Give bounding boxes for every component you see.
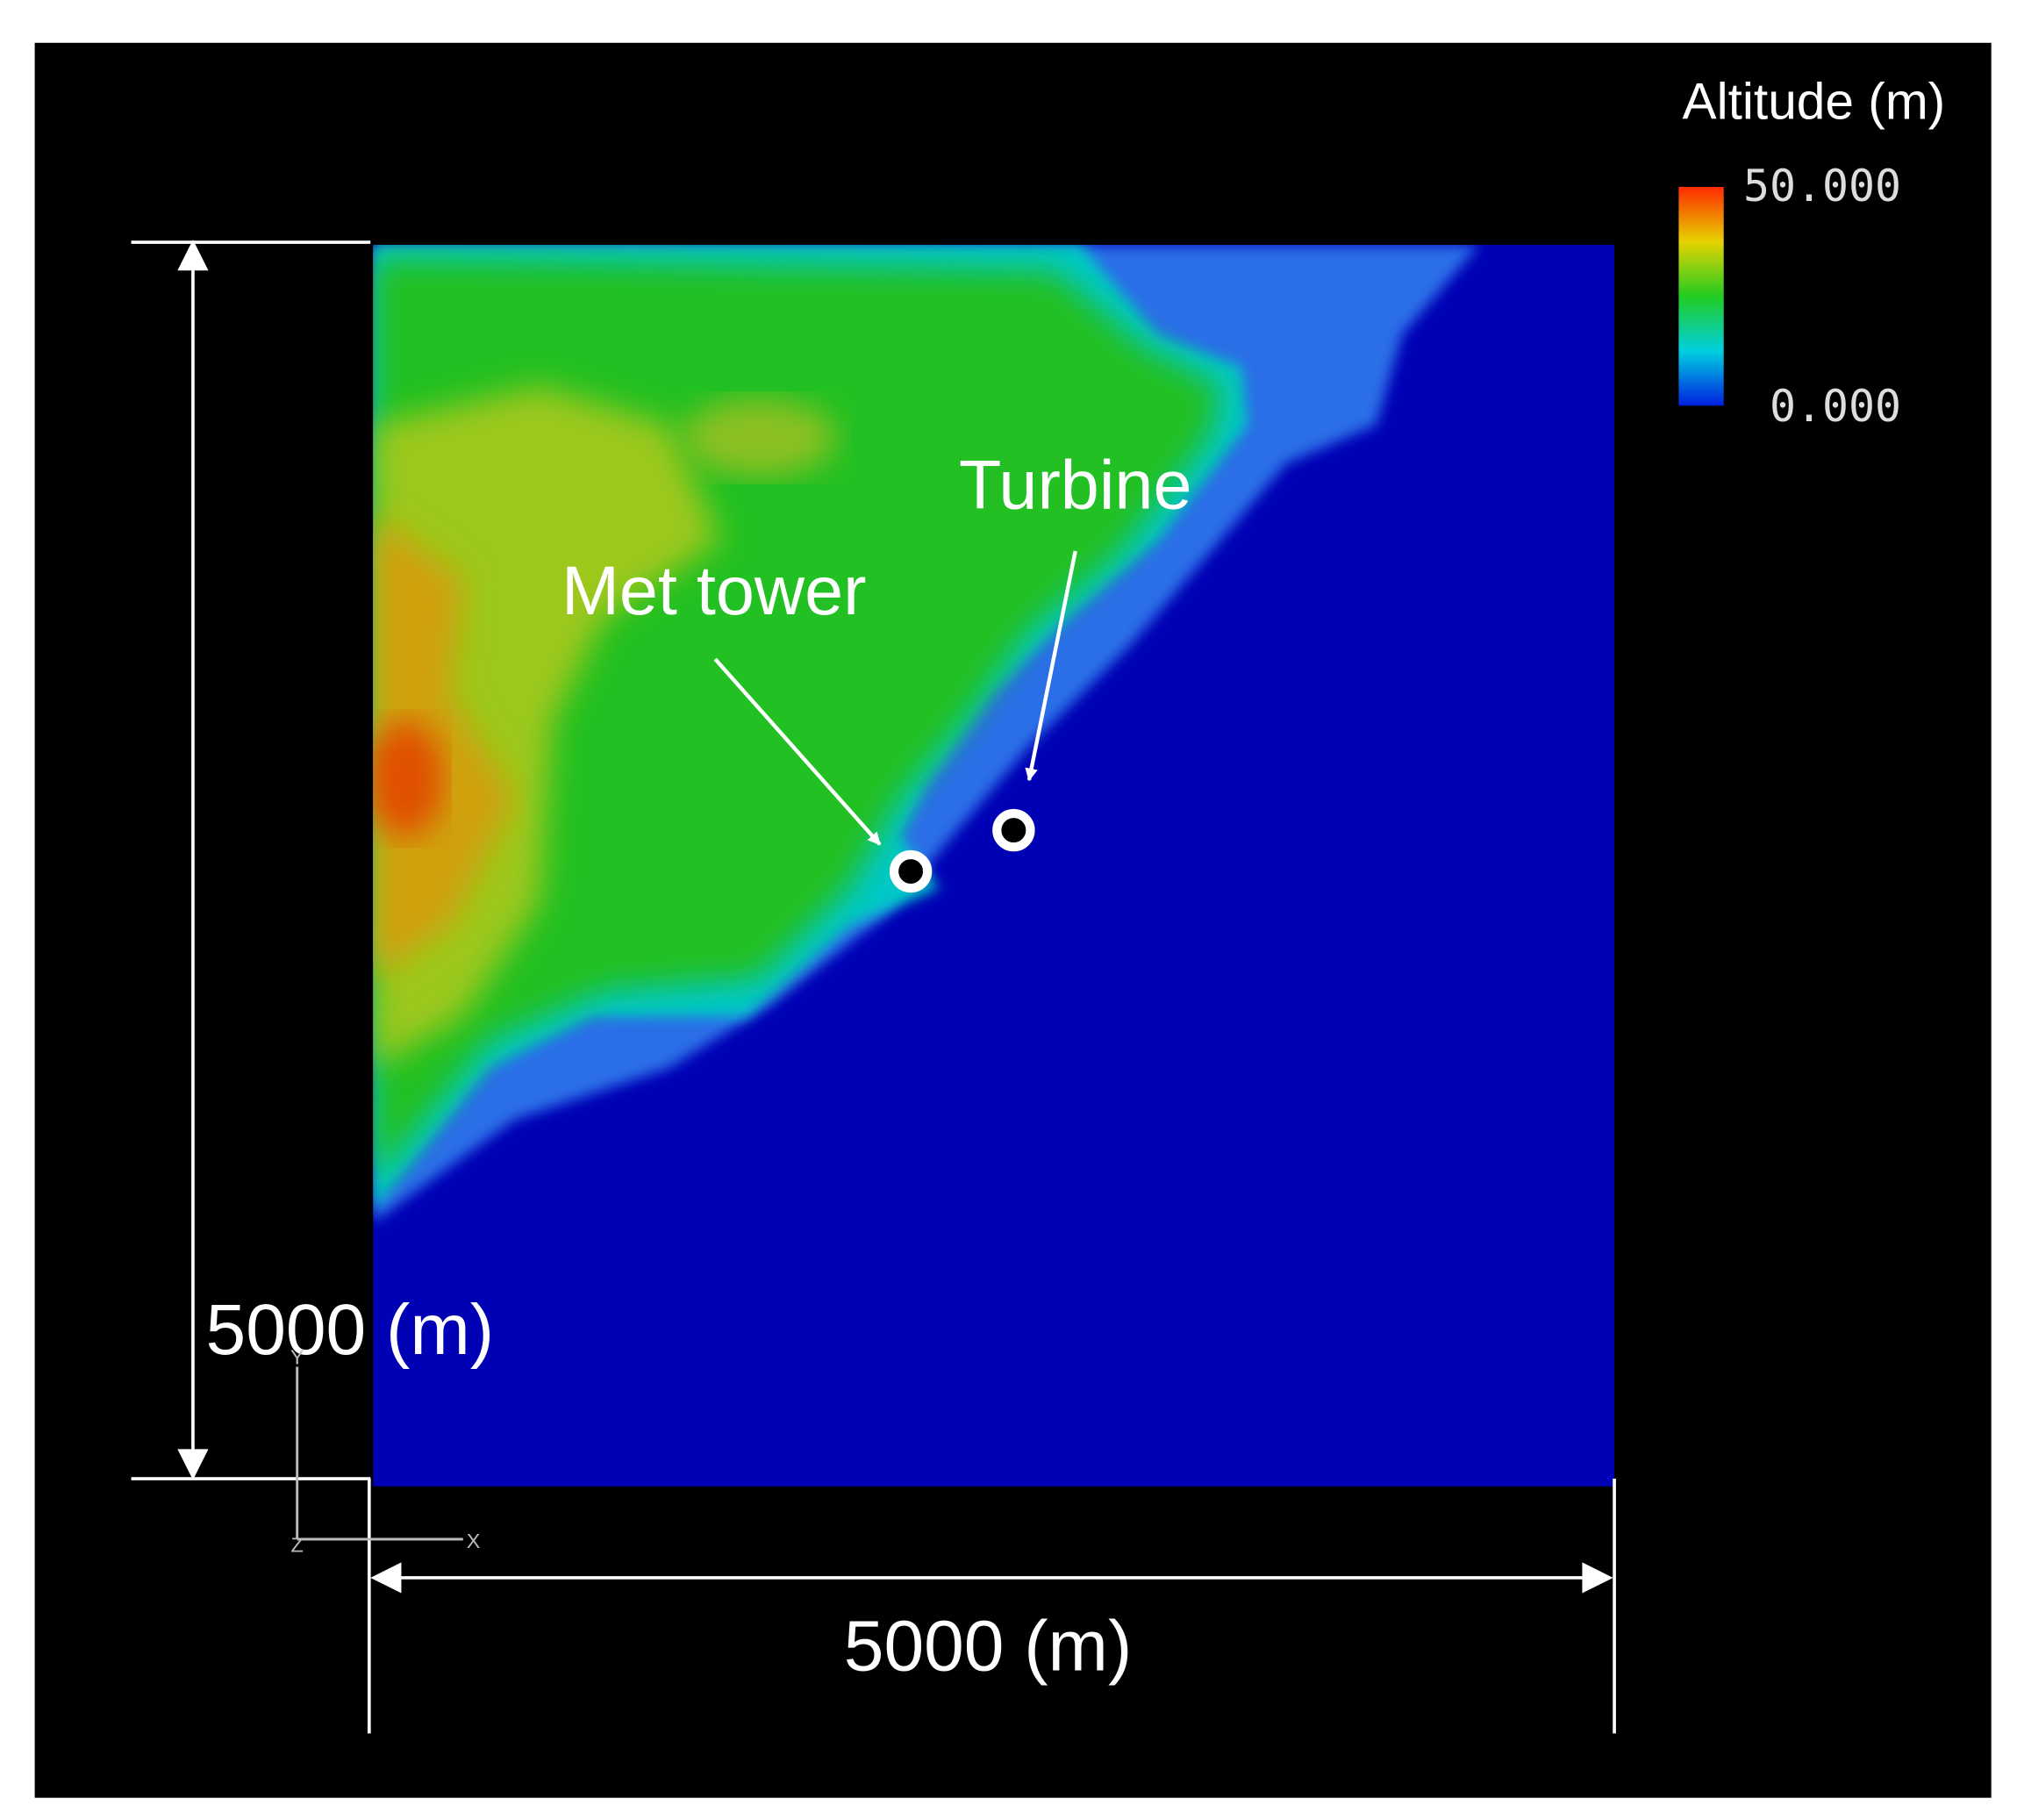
x-axis-label: X: [467, 1530, 481, 1552]
y-axis-label: Y: [290, 1346, 304, 1369]
met-tower-marker: [889, 849, 933, 893]
colorbar: [1678, 186, 1724, 406]
colorbar-title: Altitude (m): [1682, 73, 1945, 130]
turbine-marker: [992, 808, 1035, 852]
highland: [373, 514, 515, 978]
width-label: 5000 (m): [844, 1607, 1132, 1687]
z-axis-label: Z: [291, 1534, 304, 1557]
turbine-arrow: [1025, 550, 1077, 782]
hill: [682, 398, 837, 476]
height-label: 5000 (m): [206, 1290, 495, 1370]
terrain-map: [373, 244, 1615, 1487]
dimension-lines: [131, 240, 1616, 1734]
met-tower-arrow: [713, 657, 882, 846]
colorbar-min-label: 0.000: [1770, 381, 1901, 432]
met-tower-label: Met tower: [561, 551, 867, 629]
colorbar-max-label: 50.000: [1743, 161, 1901, 211]
peak: [373, 720, 444, 837]
turbine-label: Turbine: [959, 446, 1191, 524]
axes-glyph: [296, 1366, 463, 1541]
